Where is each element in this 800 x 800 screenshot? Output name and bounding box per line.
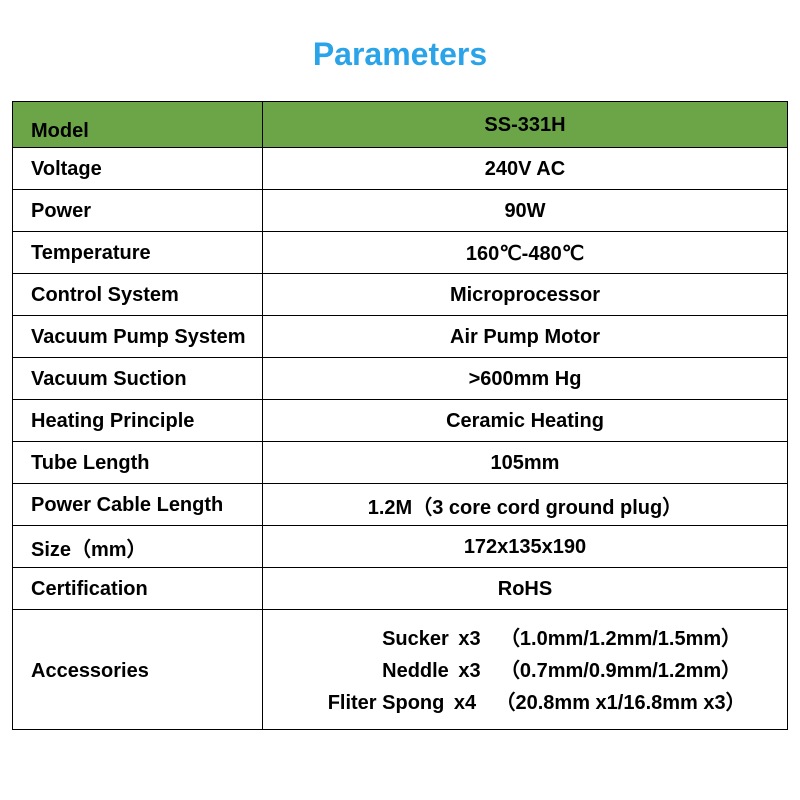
- table-row: Voltage 240V AC: [13, 148, 788, 190]
- table-header-row: Model SS-331H: [13, 102, 788, 148]
- accessory-qty: x4: [450, 687, 490, 719]
- accessory-name: Sucker: [309, 623, 449, 655]
- accessories-row: Accessories Sucker x3 （1.0mm/1.2mm/1.5mm…: [13, 610, 788, 730]
- accessory-item: Fliter Spong x4 （20.8mm x1/16.8mm x3）: [273, 687, 777, 719]
- accessories-value: Sucker x3 （1.0mm/1.2mm/1.5mm） Neddle x3 …: [263, 610, 788, 730]
- table-row: Certification RoHS: [13, 568, 788, 610]
- row-label: Tube Length: [13, 442, 263, 484]
- table-row: Size（mm） 172x135x190: [13, 526, 788, 568]
- row-label: Control System: [13, 274, 263, 316]
- row-value: Ceramic Heating: [263, 400, 788, 442]
- row-value: Microprocessor: [263, 274, 788, 316]
- row-label: Heating Principle: [13, 400, 263, 442]
- accessory-qty: x3: [454, 655, 494, 687]
- row-label: Voltage: [13, 148, 263, 190]
- row-value: RoHS: [263, 568, 788, 610]
- table-row: Heating Principle Ceramic Heating: [13, 400, 788, 442]
- row-value: 160℃-480℃: [263, 232, 788, 274]
- accessory-spec: （0.7mm/0.9mm/1.2mm）: [500, 655, 741, 687]
- row-label: Vacuum Pump System: [13, 316, 263, 358]
- row-label: Power Cable Length: [13, 484, 263, 526]
- row-value: 240V AC: [263, 148, 788, 190]
- accessory-item: Sucker x3 （1.0mm/1.2mm/1.5mm）: [273, 623, 777, 655]
- table-row: Temperature 160℃-480℃: [13, 232, 788, 274]
- accessory-name: Neddle: [309, 655, 449, 687]
- table-row: Power 90W: [13, 190, 788, 232]
- row-value: 172x135x190: [263, 526, 788, 568]
- row-value: 1.2M（3 core cord ground plug）: [263, 484, 788, 526]
- row-value: 105mm: [263, 442, 788, 484]
- row-label: Vacuum Suction: [13, 358, 263, 400]
- table-row: Vacuum Pump System Air Pump Motor: [13, 316, 788, 358]
- header-label: Model: [13, 102, 263, 148]
- row-value: >600mm Hg: [263, 358, 788, 400]
- accessory-item: Neddle x3 （0.7mm/0.9mm/1.2mm）: [273, 655, 777, 687]
- row-label: Temperature: [13, 232, 263, 274]
- row-label: Power: [13, 190, 263, 232]
- row-label: Size（mm）: [13, 526, 263, 568]
- header-value: SS-331H: [263, 102, 788, 148]
- table-row: Power Cable Length 1.2M（3 core cord grou…: [13, 484, 788, 526]
- table-row: Tube Length 105mm: [13, 442, 788, 484]
- row-value: Air Pump Motor: [263, 316, 788, 358]
- page-title: Parameters: [12, 36, 788, 73]
- accessory-spec: （20.8mm x1/16.8mm x3）: [495, 687, 745, 719]
- row-value: 90W: [263, 190, 788, 232]
- table-row: Vacuum Suction >600mm Hg: [13, 358, 788, 400]
- table-row: Control System Microprocessor: [13, 274, 788, 316]
- parameters-table: Model SS-331H Voltage 240V AC Power 90W …: [12, 101, 788, 730]
- accessory-spec: （1.0mm/1.2mm/1.5mm）: [500, 623, 741, 655]
- accessory-name: Fliter Spong: [304, 687, 444, 719]
- row-label: Certification: [13, 568, 263, 610]
- accessory-qty: x3: [454, 623, 494, 655]
- accessories-label: Accessories: [13, 610, 263, 730]
